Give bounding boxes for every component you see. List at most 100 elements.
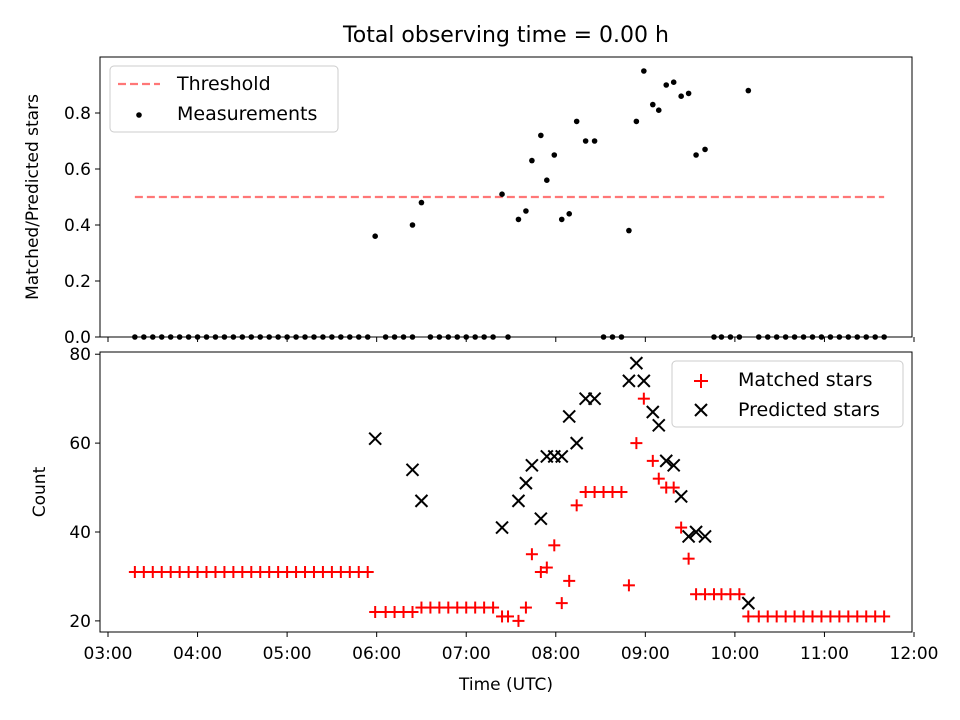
- x-axis-label: Time (UTC): [458, 675, 553, 695]
- top-legend-box: [109, 65, 339, 133]
- top-y-tick-label: 0.0: [64, 328, 91, 348]
- matched-star-point: [540, 561, 553, 574]
- matched-star-point: [682, 552, 695, 565]
- predicted-star-point: [637, 374, 651, 388]
- matched-star-point: [733, 588, 746, 601]
- measurement-point: [558, 216, 565, 223]
- measurement-point: [641, 68, 647, 74]
- predicted-star-point: [525, 458, 539, 473]
- measurement-point: [693, 152, 699, 158]
- measurement-point: [702, 146, 708, 153]
- matched-star-point: [615, 486, 628, 498]
- bottom-plot-frame: [99, 351, 913, 633]
- x-tick-label: 04:00: [173, 644, 222, 664]
- predicted-star-point: [681, 529, 696, 544]
- matched-star-point: [548, 539, 561, 552]
- matched-star-point: [555, 597, 568, 610]
- matched-star-point: [652, 472, 665, 485]
- predicted-star-point: [587, 391, 602, 406]
- predicted-legend-swatch: [694, 403, 708, 417]
- matched-star-point: [361, 566, 374, 578]
- matched-star-point: [570, 499, 583, 512]
- measurement-point: [499, 191, 505, 197]
- top-y-tick-label: 0.6: [64, 160, 91, 180]
- measurement-point: [418, 199, 425, 206]
- predicted-star-point: [646, 405, 660, 419]
- x-tick-label: 09:00: [621, 644, 670, 664]
- measurement-point: [745, 87, 752, 94]
- matched-legend-label: Matched stars: [738, 369, 872, 391]
- matched-star-point: [878, 610, 891, 623]
- matched-star-point: [646, 454, 659, 467]
- predicted-star-point: [519, 476, 533, 490]
- chart-title: Total observing time = 0.00 h: [342, 23, 669, 48]
- top-y-ticks: 0.0 0.2 0.4 0.6 0.8: [64, 104, 100, 348]
- measurement-point: [582, 138, 589, 144]
- predicted-star-point: [569, 436, 584, 450]
- predicted-star-point: [534, 511, 548, 526]
- measurement-point: [626, 227, 632, 234]
- predicted-star-point: [652, 418, 666, 433]
- matched-star-point: [519, 601, 532, 614]
- bottom-y-tick-label: 60: [69, 434, 91, 454]
- x-tick-label: 10:00: [710, 644, 759, 664]
- top-legend: Threshold Measurements: [109, 65, 339, 133]
- top-plot-frame: [99, 56, 913, 338]
- matched-star-point: [675, 521, 688, 534]
- predicted-star-point: [495, 520, 509, 535]
- measurement-point: [538, 132, 544, 139]
- bottom-legend-box: [671, 360, 904, 428]
- predicted-legend-label: Predicted stars: [738, 399, 880, 421]
- x-tick-label: 06:00: [352, 644, 401, 664]
- predicted-star-point: [659, 454, 673, 468]
- predicted-star-point: [629, 356, 644, 370]
- measurement-point: [409, 222, 416, 228]
- predicted-star-point: [562, 409, 576, 424]
- predicted-star-point: [666, 458, 681, 473]
- measurement-point: [670, 79, 677, 85]
- matched-star-point: [630, 437, 643, 450]
- measurement-point: [551, 152, 558, 158]
- bottom-y-axis-label: Count: [30, 466, 50, 517]
- measurements-legend-label: Measurements: [177, 103, 317, 125]
- x-tick-label: 03:00: [84, 644, 133, 664]
- measurement-point: [573, 118, 580, 125]
- x-tick-label: 07:00: [442, 644, 491, 664]
- matched-star-point: [512, 614, 525, 627]
- top-y-tick-label: 0.4: [64, 216, 91, 236]
- bottom-legend: Matched stars Predicted stars: [671, 360, 904, 428]
- top-y-tick-label: 0.8: [64, 104, 91, 124]
- bottom-panel: 20 40 60 80 Count Time (UTC) Matched stars …: [30, 345, 913, 695]
- bottom-y-tick-label: 20: [69, 612, 91, 632]
- predicted-star-point: [368, 431, 382, 446]
- measurement-point: [591, 138, 598, 144]
- top-y-axis-label: Matched/Predicted stars: [23, 94, 43, 300]
- matched-star-point: [622, 579, 635, 592]
- matched-star-point: [742, 610, 755, 623]
- matched-star-point: [502, 610, 515, 623]
- measurement-point: [655, 107, 662, 113]
- x-tick-label: 08:00: [531, 644, 580, 664]
- predicted-star-point: [622, 374, 636, 388]
- matched-star-point: [406, 606, 419, 618]
- threshold-legend-label: Threshold: [176, 73, 271, 95]
- predicted-star-point: [405, 463, 420, 477]
- predicted-star-point: [674, 489, 688, 504]
- matched-star-point: [563, 574, 576, 587]
- measurement-point: [678, 93, 684, 99]
- measurement-point: [544, 177, 550, 183]
- measurement-point: [663, 82, 670, 88]
- count-points: [128, 356, 891, 627]
- bottom-y-tick-label: 40: [69, 523, 91, 543]
- predicted-star-point: [511, 494, 526, 508]
- top-y-tick-label: 0.2: [64, 272, 91, 292]
- predicted-star-point: [689, 525, 703, 539]
- matched-star-point: [667, 481, 680, 494]
- bottom-y-ticks: 20 40 60 80: [69, 345, 100, 632]
- measurement-point: [566, 211, 573, 217]
- measurement-point: [649, 101, 656, 108]
- x-axis-ticks: 03:00 04:00 05:00 06:00 07:00 08:00 09:00 10:00…: [84, 337, 939, 664]
- matched-star-point: [637, 392, 650, 405]
- predicted-star-point: [414, 494, 429, 508]
